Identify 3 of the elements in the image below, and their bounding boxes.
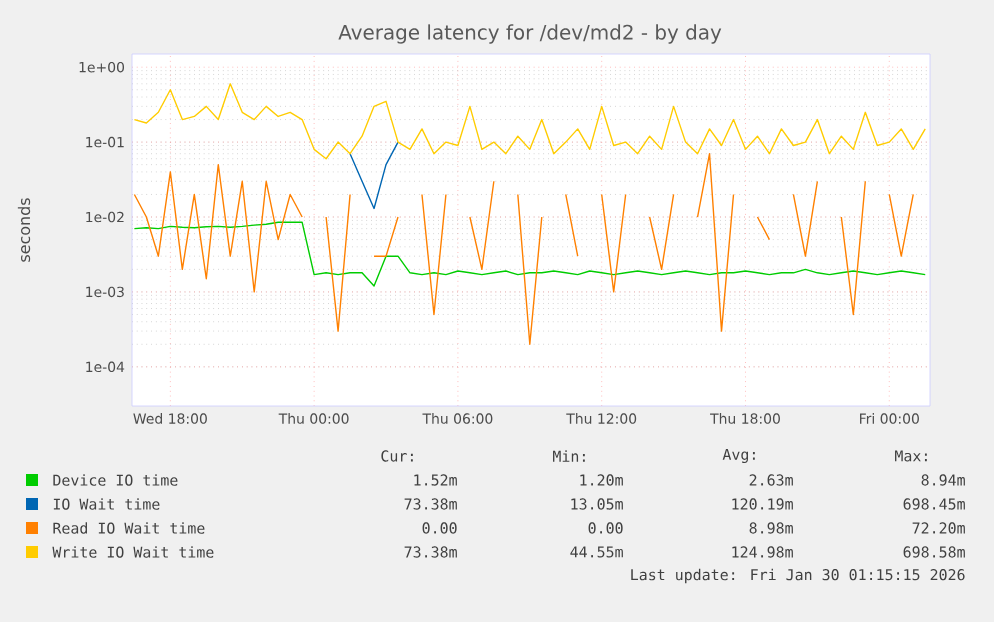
line-series — [133, 83, 926, 160]
line-series — [349, 141, 399, 210]
chart-title: Average latency for /dev/md2 - by day — [338, 24, 722, 44]
